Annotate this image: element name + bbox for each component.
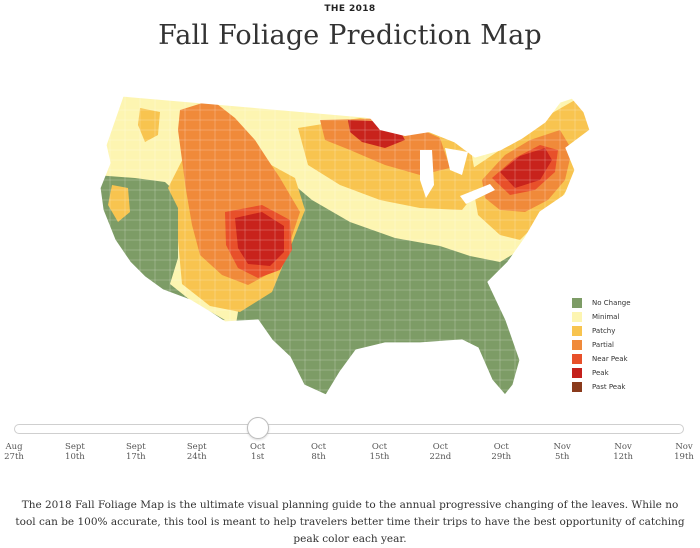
legend-item-patchy: Patchy <box>572 324 631 338</box>
tick-day: 29th <box>491 452 512 462</box>
tick-day: 5th <box>555 452 570 462</box>
tick-day: 10th <box>65 452 85 462</box>
legend-item-minimal: Minimal <box>572 310 631 324</box>
map-legend: No Change Minimal Patchy Partial Near Pe… <box>572 296 631 394</box>
region-colorado-peak <box>235 212 284 266</box>
tick-day: 24th <box>186 452 207 462</box>
us-foliage-map[interactable] <box>0 0 700 420</box>
tick-month: Nov <box>614 442 632 452</box>
slider-tick[interactable]: Aug 27th <box>0 442 39 462</box>
lake-superior <box>370 118 430 136</box>
kicker-label: THE 2018 <box>324 4 376 14</box>
map-description: The 2018 Fall Foliage Map is the ultimat… <box>15 499 685 545</box>
tick-month: Oct <box>432 442 448 452</box>
tick-month: Sept <box>65 442 85 452</box>
legend-item-near-peak: Near Peak <box>572 352 631 366</box>
tick-day: 15th <box>369 452 390 462</box>
slider-tick[interactable]: Oct 29th <box>476 442 526 462</box>
date-slider-handle[interactable] <box>246 417 269 439</box>
slider-tick[interactable]: Oct 8th <box>294 442 344 462</box>
region-northeast-peak <box>500 148 552 188</box>
tick-day: 1st <box>251 452 265 462</box>
tick-day: 12th <box>613 452 633 462</box>
tick-month: Sept <box>125 442 146 452</box>
legend-label: No Change <box>592 299 631 307</box>
tick-month: Nov <box>675 442 693 452</box>
legend-swatch <box>572 354 582 364</box>
tick-month: Oct <box>371 442 388 452</box>
slider-tick[interactable]: Oct 22nd <box>415 442 465 462</box>
tick-day: 8th <box>311 452 326 462</box>
tick-day: 17th <box>125 452 146 462</box>
tick-month: Sept <box>186 442 207 452</box>
slider-tick[interactable]: Sept 10th <box>50 442 100 462</box>
slider-tick[interactable]: Nov 5th <box>537 442 587 462</box>
legend-label: Peak <box>592 369 609 377</box>
tick-day: 27th <box>4 452 24 462</box>
legend-label: Past Peak <box>592 383 626 391</box>
legend-item-peak: Peak <box>572 366 631 380</box>
slider-tick[interactable]: Sept 17th <box>111 442 161 462</box>
legend-swatch <box>572 326 582 336</box>
region-pnw-patchy-2 <box>138 108 160 142</box>
legend-label: Patchy <box>592 327 616 335</box>
tick-month: Aug <box>5 442 23 452</box>
date-slider-track[interactable] <box>14 424 684 434</box>
legend-swatch <box>572 368 582 378</box>
legend-label: Minimal <box>592 313 620 321</box>
legend-item-partial: Partial <box>572 338 631 352</box>
legend-item-past-peak: Past Peak <box>572 380 631 394</box>
lake-erie <box>460 184 495 204</box>
slider-tick[interactable]: Sept 24th <box>172 442 222 462</box>
lake-michigan <box>420 150 434 198</box>
us-outline <box>99 95 591 396</box>
legend-swatch <box>572 382 582 392</box>
slider-tick[interactable]: Nov 19th <box>659 442 700 462</box>
tick-month: Nov <box>553 442 571 452</box>
legend-swatch <box>572 312 582 322</box>
slider-tick[interactable]: Oct 1st <box>233 442 283 462</box>
lake-huron <box>445 148 468 175</box>
legend-label: Partial <box>592 341 614 349</box>
legend-swatch <box>572 298 582 308</box>
tick-month: Oct <box>493 442 509 452</box>
slider-tick[interactable]: Nov 12th <box>598 442 648 462</box>
tick-month: Oct <box>250 442 266 452</box>
tick-day: 22nd <box>429 452 452 462</box>
tick-month: Oct <box>310 442 327 452</box>
legend-item-no-change: No Change <box>572 296 631 310</box>
tick-day: 19th <box>674 452 694 462</box>
legend-label: Near Peak <box>592 355 628 363</box>
region-pnw-patchy <box>108 185 130 222</box>
page-title: Fall Foliage Prediction Map <box>158 20 542 51</box>
slider-tick[interactable]: Oct 15th <box>354 442 404 462</box>
legend-swatch <box>572 340 582 350</box>
